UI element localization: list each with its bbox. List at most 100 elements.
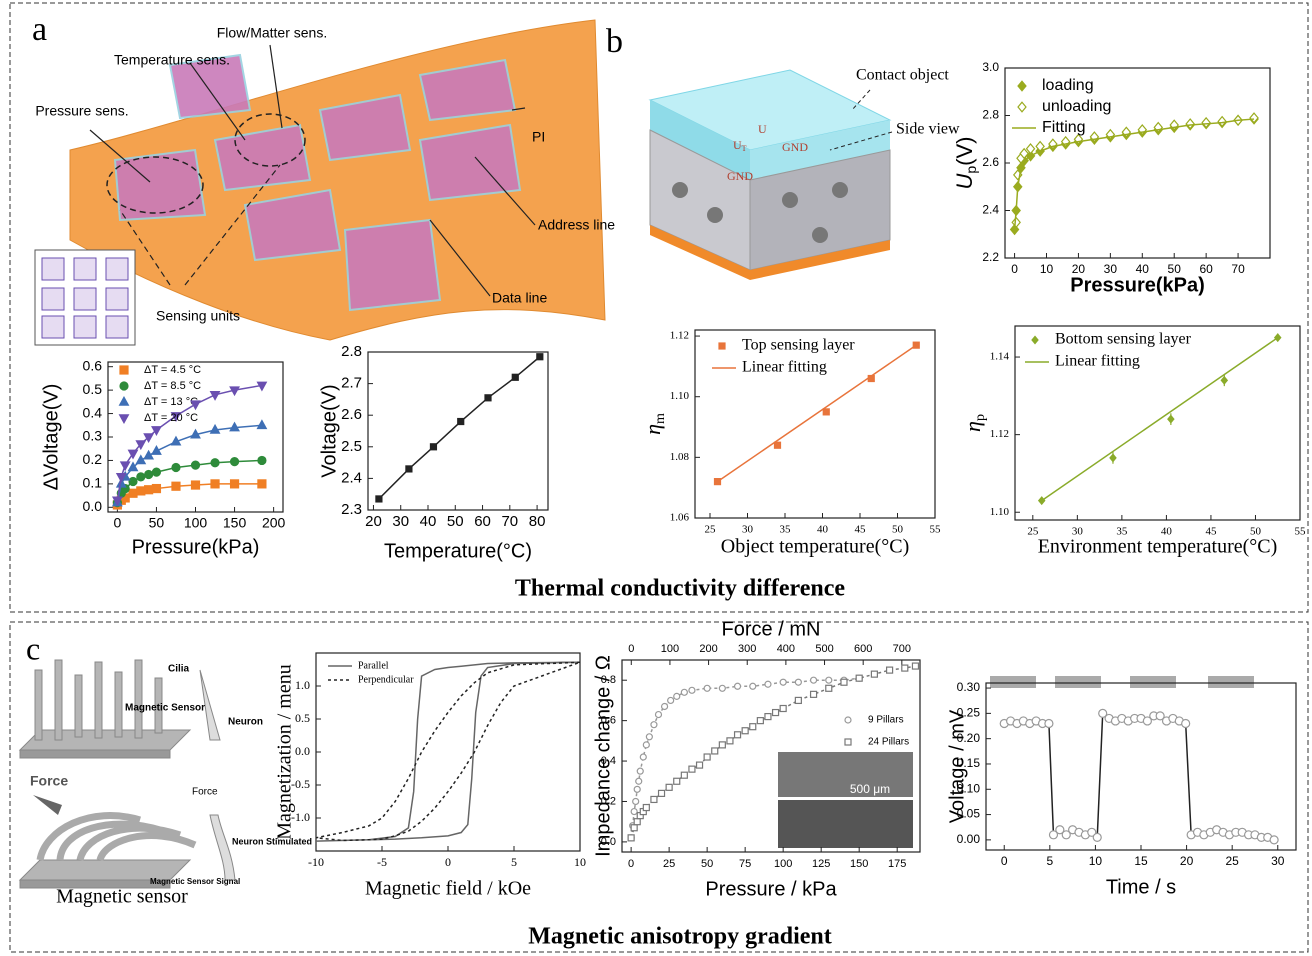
x-axis-label: Pressure(kPa) [1070,274,1205,296]
x-tick-label: 70 [1231,262,1245,276]
plot-frame [316,653,580,851]
marker [871,671,877,677]
marker [697,762,703,768]
legend-label: Fitting [1042,119,1086,136]
x-tick-label: 25 [705,524,717,536]
y-tick-label: 3.0 [982,60,999,74]
marker [152,468,160,476]
x-tick-label: 175 [888,858,906,870]
marker [172,463,180,471]
marker [811,691,817,697]
legend-label: 24 Pillars [868,737,909,748]
marker [231,458,239,466]
x-tick-label: 50 [892,524,904,536]
legend-label: Linear fitting [1055,353,1140,370]
x2-axis-label: Force / mN [722,618,821,640]
y-axis-label: ηm [640,413,668,435]
x-tick-label: 150 [850,858,868,870]
legend-swatch [845,717,851,723]
marker [689,687,695,693]
marker [1110,454,1116,461]
x-tick-label: 20 [365,513,382,530]
legend-swatch [1018,102,1026,112]
y-tick-label: 2.8 [982,108,999,122]
chart: 0102030405060702.22.42.62.83.0Pressure(k… [952,60,1270,296]
marker [826,685,832,691]
annotation: Flow/Matter sens. [217,25,327,41]
y-tick-label: 2.4 [341,469,362,486]
marker [258,456,266,464]
annotation: Magnetic Sensor [125,703,205,714]
legend-label: Perpendicular [358,674,414,685]
x-tick-label: 0 [113,515,121,531]
y-tick-label: 0.5 [83,381,103,397]
y-axis-label-part: η [640,424,665,435]
marker [430,444,436,450]
x-tick-label: 150 [223,515,247,531]
plot-frame [1005,68,1270,258]
marker [129,478,137,486]
marker [719,685,725,691]
y-axis-label-part: η [960,421,985,432]
x-tick-label: 0 [445,855,451,869]
marker [795,697,801,703]
marker [512,374,518,380]
marker [640,754,646,760]
marker [704,685,710,691]
marker [719,742,725,748]
annotation: Side view [896,121,960,138]
marker [136,456,145,464]
y-tick-label: 1.10 [670,390,690,402]
marker [258,420,267,428]
y-tick-label: 0.0 [83,498,103,514]
marker [1270,836,1278,844]
x-axis-label: Magnetic field / kOe [365,878,531,900]
annotation: (a) [541,830,554,844]
y-tick-label: 1.10 [990,506,1010,518]
marker [376,496,382,502]
y-tick-label: 1.12 [670,330,689,342]
x-tick-label: 25 [1225,854,1239,868]
legend-label: ΔT = 13 °C [144,396,198,408]
marker [750,683,756,689]
legend-swatch [120,366,128,374]
legend-swatch [845,739,851,745]
chart: 253035404550551.101.121.14Environment te… [960,326,1306,558]
x-tick-label: 50 [701,858,713,870]
legend-label: ΔT = 8.5 °C [144,380,201,392]
legend-swatch [120,397,129,405]
marker [231,480,239,488]
marker [780,706,786,712]
caption: Magnetic anisotropy gradient [528,924,832,950]
chart: -10-50510-1.0-0.50.00.51.0Magnetic field… [274,653,586,900]
y-tick-label: 1.14 [990,351,1010,363]
y-axis-label-part: (V) [952,136,977,165]
x-tick-label: 10 [1040,262,1054,276]
y-tick-label: 0.00 [957,832,981,846]
marker [145,486,153,494]
marker [742,728,748,734]
x-tick-label: 5 [1046,854,1053,868]
y-tick-label: 2.2 [982,250,999,264]
marker [856,675,862,681]
marker [674,693,680,699]
x2-tick-label: 300 [738,643,756,655]
legend-swatch [719,343,725,349]
annotation: Cilia [168,664,190,675]
legend-label: Linear fitting [742,359,827,376]
marker [811,677,817,683]
x-tick-label: 10 [574,855,586,869]
y-axis-label: Voltage(V) [318,384,340,477]
marker [655,712,661,718]
chart: 0510152025300.000.050.100.150.200.250.30… [946,680,1296,898]
y-tick-label: 1.12 [990,428,1009,440]
y-tick-label: 2.6 [982,155,999,169]
x-tick-label: -5 [377,855,387,869]
marker [727,738,733,744]
marker [668,697,674,703]
marker [643,742,649,748]
x-tick-label: 0 [628,858,634,870]
y-axis-label-part: p [973,414,988,421]
legend-label: Top sensing layer [742,337,855,354]
marker [643,805,649,811]
